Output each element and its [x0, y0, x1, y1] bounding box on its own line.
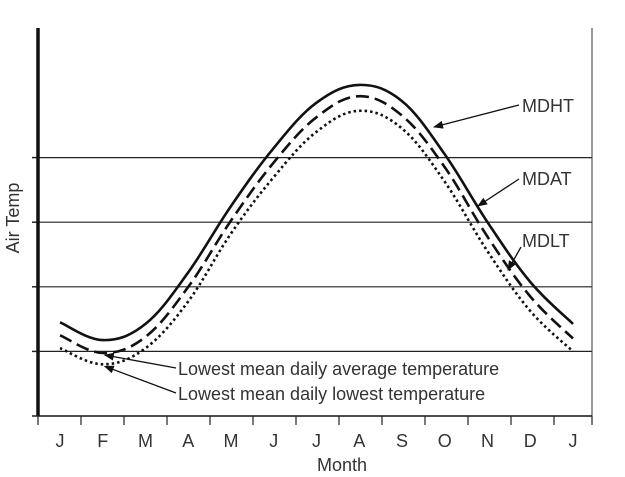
x-tick-label: J	[269, 431, 278, 451]
annotation-arrow	[103, 365, 177, 394]
x-tick-label: A	[353, 431, 365, 451]
x-tick-label: O	[438, 431, 452, 451]
series-label-mdlt: MDLT	[522, 231, 570, 251]
annotation-arrow	[103, 352, 177, 369]
x-tick-label: J	[56, 431, 65, 451]
x-tick-label: A	[182, 431, 194, 451]
x-tick-label: J	[569, 431, 578, 451]
series-label-arrow	[507, 246, 522, 271]
x-tick-label: S	[396, 431, 408, 451]
series-label-arrow	[433, 104, 520, 129]
series-label-mdat: MDAT	[522, 169, 572, 189]
x-tick-label: F	[97, 431, 108, 451]
x-tick-label: M	[138, 431, 153, 451]
series-label-arrow	[477, 178, 520, 207]
series-label-mdht: MDHT	[522, 96, 574, 116]
y-axis-label: Air Temp	[3, 183, 23, 254]
annotation-text: Lowest mean daily average temperature	[178, 359, 499, 379]
x-tick-label: N	[481, 431, 494, 451]
x-axis-label: Month	[317, 455, 367, 475]
x-tick-label: D	[524, 431, 537, 451]
series-line-mdlt	[59, 109, 574, 366]
series-line-mdht	[59, 83, 574, 342]
x-tick-label: J	[312, 431, 321, 451]
x-tick-label: M	[224, 431, 239, 451]
series-line-mdat	[59, 94, 574, 355]
annotation-text: Lowest mean daily lowest temperature	[178, 384, 485, 404]
